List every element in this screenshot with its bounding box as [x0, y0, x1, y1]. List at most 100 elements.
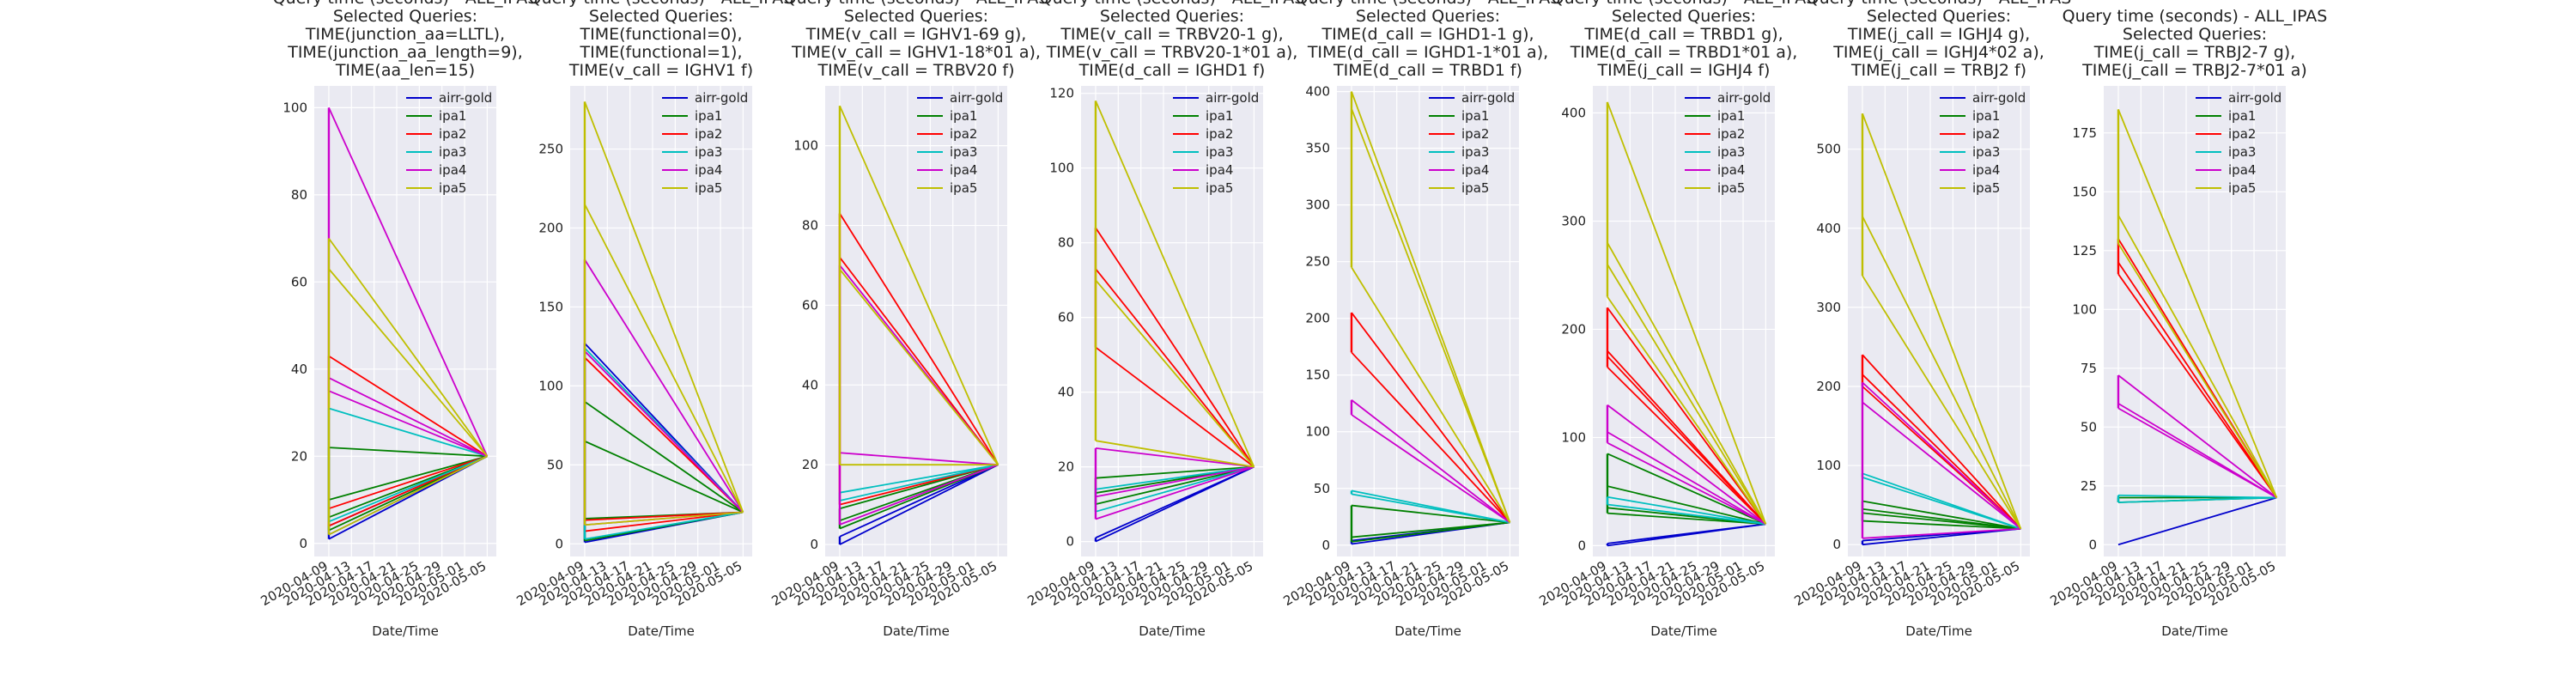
y-tick-label: 150	[538, 299, 563, 314]
y-tick-label: 40	[1058, 385, 1074, 400]
series-line	[1095, 279, 1255, 468]
series-line	[2117, 261, 2278, 499]
series-line	[1862, 216, 2022, 530]
series-line	[839, 464, 999, 526]
series-line	[1095, 465, 1255, 479]
series-line	[1095, 346, 1255, 468]
y-tick-label: 120	[1049, 86, 1074, 101]
series-line	[1095, 465, 1255, 505]
series-line	[328, 447, 488, 458]
legend-label: ipa5	[695, 180, 722, 196]
legend-label: ipa5	[439, 180, 466, 196]
series-line	[328, 455, 488, 501]
series-line	[839, 213, 999, 465]
y-tick-label: 350	[1305, 141, 1330, 156]
y-tick-label: 0	[1577, 538, 1586, 553]
chart-title-line: Selected Queries:	[1612, 7, 1756, 26]
series-line	[2117, 494, 2277, 499]
series-line	[839, 452, 999, 466]
series-line	[1095, 465, 1255, 498]
series-line	[328, 268, 489, 457]
chart-panel-4: 0204060801001202020-04-092020-04-132020-…	[1024, 0, 1304, 639]
series-line	[1351, 521, 1510, 543]
plot-area	[2104, 86, 2286, 556]
chart-title-line: TIME(j_call = TRBJ2-7*01 a)	[2081, 61, 2307, 80]
y-tick-label: 50	[2081, 419, 2097, 435]
plot-area	[1848, 86, 2030, 556]
series-ipa3	[1606, 495, 1766, 526]
series-line	[1862, 512, 2021, 530]
legend: airr-gold ipa1 ipa2 ipa3 ipa4 ipa5	[1940, 90, 2026, 196]
y-tick-label: 60	[291, 274, 307, 289]
legend-label: ipa2	[439, 126, 466, 142]
legend-label: ipa4	[1206, 162, 1233, 178]
series-line	[1607, 264, 1767, 525]
chart-title-line: TIME(v_call = TRBV20 f)	[817, 61, 1015, 80]
chart-title-line: Query time (seconds) - ALL_IPAS	[529, 0, 794, 8]
legend-label: ipa1	[1206, 108, 1233, 124]
y-tick-label: 300	[1305, 198, 1330, 213]
y-tick-label: 250	[538, 142, 563, 157]
series-line	[2117, 273, 2278, 499]
legend-label: ipa4	[1461, 162, 1489, 178]
y-tick-label: 100	[1049, 161, 1074, 176]
series-line	[328, 455, 488, 536]
series-line	[1607, 485, 1766, 526]
y-tick-label: 50	[1314, 481, 1330, 496]
series-line	[328, 455, 488, 510]
y-tick-label: 0	[2088, 537, 2097, 552]
legend-label: ipa4	[695, 162, 722, 178]
chart-panel-7: 01002003004005002020-04-092020-04-132020…	[1791, 0, 2071, 639]
legend-label: ipa2	[1972, 126, 2000, 142]
x-axis-label: Date/Time	[1650, 623, 1717, 639]
y-tick-label: 40	[802, 377, 818, 392]
chart-title-line: Query time (seconds) - ALL_IPAS	[1040, 0, 1305, 8]
chart-title-line: Query time (seconds) - ALL_IPAS	[784, 0, 1049, 8]
series-line	[1095, 268, 1255, 468]
series-line	[328, 355, 488, 458]
series-airr-gold	[838, 464, 999, 545]
legend: airr-gold ipa1 ipa2 ipa3 ipa4 ipa5	[917, 90, 1003, 196]
legend-label: ipa5	[1717, 180, 1745, 196]
y-tick-label: 0	[1066, 534, 1074, 550]
legend: airr-gold ipa1 ipa2 ipa3 ipa4 ipa5	[2196, 90, 2281, 196]
series-line	[1095, 465, 1255, 490]
series-line	[1095, 440, 1255, 468]
y-tick-label: 80	[1058, 235, 1074, 251]
series-line	[584, 511, 744, 532]
series-line	[1607, 242, 1767, 525]
y-tick-label: 200	[1305, 311, 1330, 326]
y-tick-label: 100	[2072, 301, 2097, 317]
legend-label: ipa5	[950, 180, 977, 196]
y-tick-label: 100	[793, 138, 818, 154]
chart-title-line: TIME(aa_len=15)	[335, 61, 475, 80]
legend-label: airr-gold	[1972, 90, 2026, 106]
series-line	[584, 511, 744, 540]
y-tick-label: 60	[802, 297, 818, 313]
y-tick-label: 0	[299, 536, 307, 551]
y-tick-label: 400	[1305, 84, 1330, 100]
legend: airr-gold ipa1 ipa2 ipa3 ipa4 ipa5	[662, 90, 748, 196]
y-tick-label: 100	[1816, 458, 1841, 473]
series-ipa3	[1350, 489, 1510, 524]
x-axis-label: Date/Time	[1905, 623, 1972, 639]
chart-title-line: TIME(j_call = TRBJ2-7 g),	[2093, 43, 2295, 62]
series-line	[1351, 399, 1510, 524]
series-line	[2117, 109, 2278, 498]
chart-title-line: TIME(v_call = TRBV20-1 g),	[1060, 25, 1283, 44]
y-tick-label: 0	[1832, 537, 1841, 552]
series-line	[1862, 401, 2021, 530]
series-line	[584, 101, 744, 513]
series-line	[1862, 520, 2021, 530]
series-line	[1607, 101, 1767, 525]
series-line	[1607, 431, 1766, 525]
series-ipa5	[838, 105, 999, 466]
legend-label: ipa2	[2228, 126, 2256, 142]
series-line	[1862, 112, 2022, 530]
chart-title-line: Selected Queries:	[844, 7, 988, 26]
legend-label: ipa5	[1972, 180, 2000, 196]
legend-label: ipa2	[695, 126, 722, 142]
legend-label: ipa4	[1717, 162, 1745, 178]
series-line	[2117, 215, 2278, 498]
y-tick-label: 60	[1058, 310, 1074, 325]
